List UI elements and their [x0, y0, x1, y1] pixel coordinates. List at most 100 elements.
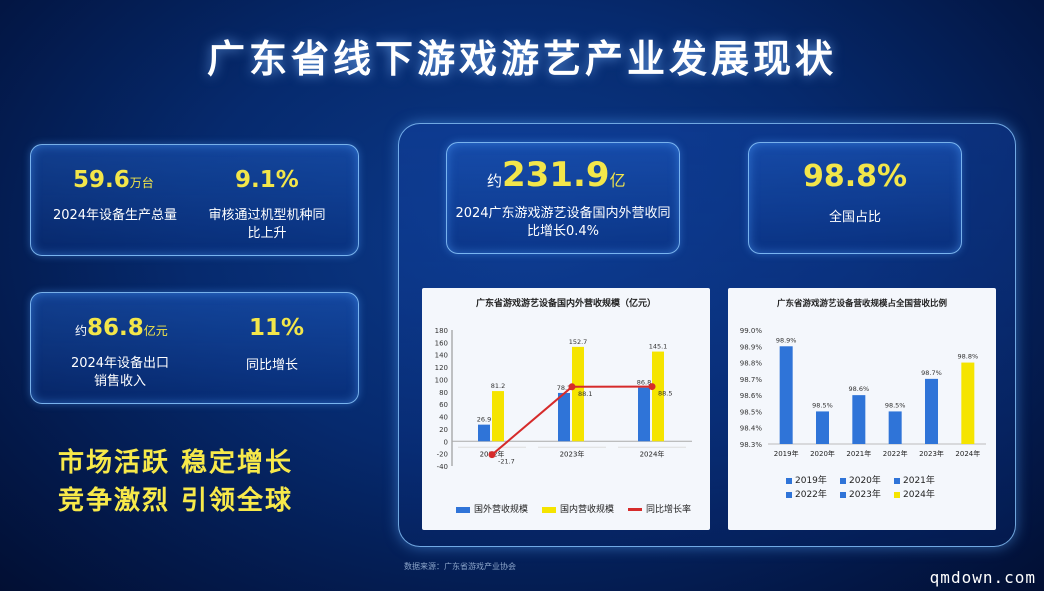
production-unit: 万台 [129, 176, 154, 190]
bar-2019年 [779, 346, 793, 444]
bar-国外营收规模 [558, 392, 570, 442]
bar-data-label: 152.7 [569, 338, 588, 346]
export-growth-value: 11% [249, 315, 305, 341]
revenue-value-wrap: 约231.9亿 [487, 155, 626, 195]
share-label: 全国占比 [828, 210, 881, 225]
y-tick-label: 60 [439, 401, 448, 409]
y-tick-label: 140 [435, 352, 448, 360]
y-tick-label: 98.3% [740, 441, 763, 449]
legend-swatch [786, 477, 792, 484]
legend-swatch [542, 506, 557, 513]
approval-label: 审核通过机型机种同比上升 [208, 208, 326, 241]
bar-data-label: 98.8% [958, 353, 979, 361]
legend-item: 同比增长率 [628, 505, 691, 515]
slogan-line-1: 市场活跃 稳定增长 [58, 448, 294, 478]
watermark: qmdown.com [929, 568, 1036, 587]
x-tick-label: 2020年 [810, 449, 835, 458]
y-tick-label: 20 [439, 426, 448, 434]
revenue-chart-legend: 国外营收规模 国内营收规模 同比增长率 [456, 502, 705, 515]
y-tick-label: 80 [439, 389, 448, 397]
bar-data-label: 145.1 [649, 343, 668, 351]
y-tick-label: 100 [435, 376, 448, 384]
x-tick-label: 2022年 [883, 449, 908, 458]
y-tick-label: 98.9% [740, 343, 763, 351]
legend-label: 2019年 [795, 476, 827, 486]
y-tick-label: 98.8% [740, 360, 763, 368]
production-value: 59.6 [73, 167, 130, 193]
bar-data-label: 81.2 [491, 382, 505, 390]
legend-label: 2023年 [849, 490, 881, 500]
bar-国内营收规模 [492, 391, 504, 442]
data-source: 数据来源：广东省游戏产业协会 [404, 562, 516, 571]
bar-2024年 [961, 362, 975, 444]
bar-2022年 [888, 411, 902, 444]
legend-label: 2024年 [903, 490, 935, 500]
x-tick-label: 2019年 [774, 449, 799, 458]
bar-data-label: 98.5% [885, 401, 906, 409]
legend-item: 2022年 [786, 488, 840, 502]
legend-swatch [840, 477, 846, 484]
y-tick-label: 0 [444, 438, 448, 446]
revenue-value: 231.9 [502, 155, 610, 195]
legend-swatch [894, 491, 900, 498]
revenue-label: 2024广东游戏游艺设备国内外营收同比增长0.4% [455, 206, 671, 239]
y-tick-label: 98.5% [740, 408, 763, 416]
x-tick-label: 2024年 [640, 449, 665, 458]
x-tick-label: 2024年 [955, 449, 980, 458]
page-title: 广东省线下游戏游艺产业发展现状 [206, 37, 837, 81]
legend-label: 国内营收规模 [560, 505, 615, 515]
legend-swatch [456, 506, 470, 513]
revenue-prefix: 约 [487, 172, 503, 190]
share-chart-svg: 广东省游戏游艺设备营收规模占全国营收比例 98.3% 98.4% 98.5% 98.6%… [740, 298, 986, 458]
legend-swatch [786, 491, 792, 498]
bar-国内营收规模 [572, 346, 584, 442]
legend-swatch [840, 491, 846, 498]
legend-label: 国外营收规模 [474, 505, 529, 515]
legend-label: 2021年 [903, 476, 935, 486]
legend-item: 2020年 [840, 474, 894, 488]
production-value-wrap: 59.6万台 [73, 167, 154, 193]
bar-data-label: 98.6% [849, 385, 870, 393]
export-value: 86.8 [87, 315, 144, 341]
legend-item: 国内营收规模 [542, 505, 614, 515]
legend-label: 2020年 [849, 476, 881, 486]
share-value: 98.8% [802, 159, 908, 194]
growth-point [488, 451, 496, 459]
production-label: 2024年设备生产总量 [52, 208, 178, 223]
bar-data-label: 26.9 [477, 416, 491, 424]
share-chart: 广东省游戏游艺设备营收规模占全国营收比例 98.3% 98.4% 98.5% 98.6%… [728, 288, 996, 530]
legend-swatch [894, 477, 900, 484]
y-tick-label: 98.6% [740, 392, 763, 400]
export-card: 约86.8亿元 2024年设备出口销售收入 11% 同比增长 [30, 292, 359, 404]
growth-data-label: 88.5 [658, 390, 672, 398]
share-chart-legend: 2019年 2020年 2021年 2022年 2023年 2024年 [786, 474, 956, 502]
chart-title: 广东省游戏游艺设备营收规模占全国营收比例 [777, 298, 948, 309]
growth-data-label: -21.7 [498, 458, 515, 466]
chart-title: 广东省游戏游艺设备国内外营收规模（亿元） [476, 297, 656, 309]
bar-data-label: 98.7% [921, 369, 942, 377]
bar-data-label: 98.9% [776, 336, 797, 344]
legend-item: 2024年 [894, 488, 948, 502]
bar-国外营收规模 [638, 387, 650, 442]
bar-国外营收规模 [478, 424, 490, 442]
legend-item: 2021年 [894, 474, 948, 488]
bar-2020年 [816, 411, 829, 444]
growth-point [568, 383, 576, 391]
bar-data-label: 98.5% [812, 401, 833, 409]
x-tick-label: 2021年 [846, 449, 871, 458]
bar-2021年 [852, 395, 866, 444]
revenue-card: 约231.9亿 2024广东游戏游艺设备国内外营收同比增长0.4% [446, 142, 680, 254]
bar-2023年 [925, 378, 938, 444]
export-growth-label: 同比增长 [245, 358, 298, 373]
y-tick-label: 160 [435, 339, 448, 347]
legend-item: 国外营收规模 [456, 505, 528, 515]
legend-item: 2023年 [840, 488, 894, 502]
share-card: 98.8% 全国占比 [748, 142, 962, 254]
export-prefix: 约 [75, 324, 88, 338]
legend-item: 2019年 [786, 474, 840, 488]
revenue-chart: 广东省游戏游艺设备国内外营收规模（亿元） -40 -20 0 20 40 60 80 100 12… [422, 288, 710, 530]
y-tick-label: -40 [437, 463, 448, 471]
bar-国内营收规模 [652, 351, 664, 442]
y-tick-label: 98.4% [740, 425, 763, 433]
y-tick-label: 98.7% [740, 376, 763, 384]
